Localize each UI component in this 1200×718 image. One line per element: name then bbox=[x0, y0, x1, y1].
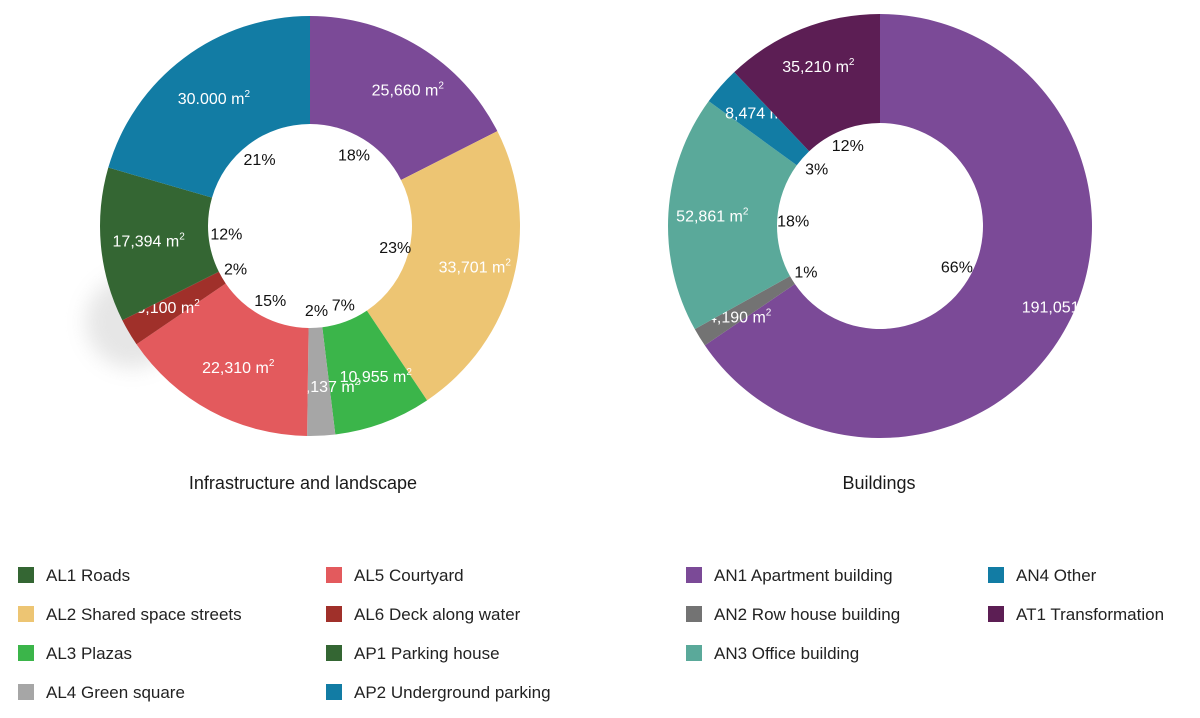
donut-slice bbox=[310, 16, 498, 180]
legend-item: AP1 Parking house bbox=[326, 644, 500, 663]
donut-slice bbox=[108, 16, 310, 198]
legend-label: AL5 Courtyard bbox=[354, 566, 464, 585]
legend-item: AL4 Green square bbox=[18, 683, 185, 702]
donut-slice bbox=[322, 310, 428, 435]
legend-label: AN1 Apartment building bbox=[714, 566, 893, 585]
legend-swatch bbox=[326, 567, 342, 583]
infrastructure-donut-chart: 25,660 m2 18% 33,701 m2 23% 10,955 m2 7% 3,137… bbox=[99, 16, 520, 436]
legend-swatch bbox=[18, 645, 34, 661]
slice-percent-label: 1% bbox=[794, 265, 817, 282]
slice-value-label: 191,051m2 bbox=[1022, 297, 1099, 316]
legend-label: AL6 Deck along water bbox=[354, 605, 521, 624]
legend-item: AP2 Underground parking bbox=[326, 683, 551, 702]
infrastructure-chart-title: Infrastructure and landscape bbox=[189, 473, 417, 493]
donut-slice bbox=[668, 101, 797, 330]
legend-label: AN2 Row house building bbox=[714, 605, 900, 624]
legend-swatch bbox=[18, 606, 34, 622]
legend-item: AN1 Apartment building bbox=[686, 566, 893, 585]
legend-swatch bbox=[326, 684, 342, 700]
legend-swatch bbox=[326, 606, 342, 622]
legend-swatch bbox=[988, 567, 1004, 583]
legend-swatch bbox=[18, 684, 34, 700]
donut-slice bbox=[704, 14, 1093, 439]
legend-label: AL1 Roads bbox=[46, 566, 130, 585]
donut-slice bbox=[708, 72, 810, 166]
slice-percent-label: 2% bbox=[224, 262, 247, 279]
legend-swatch bbox=[686, 645, 702, 661]
slice-percent-label: 23% bbox=[379, 240, 411, 257]
slice-percent-label: 3% bbox=[805, 162, 828, 179]
donut-slice bbox=[136, 283, 309, 436]
legend-item: AL1 Roads bbox=[18, 566, 130, 585]
donut-slice bbox=[734, 14, 880, 152]
legend-swatch bbox=[326, 645, 342, 661]
donut-slice bbox=[307, 327, 336, 436]
legend-item: AL6 Deck along water bbox=[326, 605, 521, 624]
legend-label: AN4 Other bbox=[1016, 566, 1097, 585]
legend-label: AL4 Green square bbox=[46, 683, 185, 702]
legend-item: AL5 Courtyard bbox=[326, 566, 464, 585]
legend-swatch bbox=[988, 606, 1004, 622]
slice-percent-label: 15% bbox=[254, 293, 286, 310]
donut-slice bbox=[122, 271, 226, 345]
legend-item: AN3 Office building bbox=[686, 644, 859, 663]
legend-label: AL3 Plazas bbox=[46, 644, 132, 663]
slice-value-label: 22,310 m2 bbox=[202, 358, 275, 377]
legend-item: AL3 Plazas bbox=[18, 644, 132, 663]
slice-percent-label: 18% bbox=[777, 214, 809, 231]
slice-percent-label: 21% bbox=[244, 152, 276, 169]
legend: AL1 Roads AL2 Shared space streets AL3 Pla… bbox=[18, 566, 1164, 702]
slice-percent-label: 2% bbox=[305, 303, 328, 320]
slice-value-label: 25,660 m2 bbox=[372, 81, 445, 100]
slice-value-label: 52,861 m2 bbox=[676, 207, 749, 226]
slice-value-label: 35,210 m2 bbox=[782, 57, 855, 76]
legend-item: AN4 Other bbox=[988, 566, 1097, 585]
legend-item: AT1 Transformation bbox=[988, 605, 1164, 624]
legend-item: AL2 Shared space streets bbox=[18, 605, 242, 624]
donut-slice bbox=[694, 276, 795, 346]
slice-value-label: 33,701 m2 bbox=[439, 257, 512, 276]
legend-label: AT1 Transformation bbox=[1016, 605, 1164, 624]
legend-item: AN2 Row house building bbox=[686, 605, 900, 624]
buildings-chart-title: Buildings bbox=[842, 473, 915, 493]
slice-percent-label: 18% bbox=[338, 147, 370, 164]
slice-percent-label: 66% bbox=[941, 260, 973, 277]
donut-slice bbox=[366, 131, 520, 401]
legend-swatch bbox=[18, 567, 34, 583]
slice-value-label: 3,137 m2 bbox=[297, 377, 361, 396]
legend-label: AL2 Shared space streets bbox=[46, 605, 242, 624]
legend-label: AP1 Parking house bbox=[354, 644, 500, 663]
slice-percent-label: 12% bbox=[832, 138, 864, 155]
legend-swatch bbox=[686, 606, 702, 622]
donut-slice bbox=[99, 167, 219, 321]
legend-swatch bbox=[686, 567, 702, 583]
slice-value-label: 10,955 m2 bbox=[340, 367, 413, 386]
legend-label: AN3 Office building bbox=[714, 644, 859, 663]
slice-percent-label: 12% bbox=[210, 227, 242, 244]
slice-value-label: 30.000 m2 bbox=[178, 89, 251, 108]
slice-value-label: 17,394 m2 bbox=[113, 232, 186, 251]
slice-percent-label: 7% bbox=[332, 298, 355, 315]
legend-label: AP2 Underground parking bbox=[354, 683, 551, 702]
